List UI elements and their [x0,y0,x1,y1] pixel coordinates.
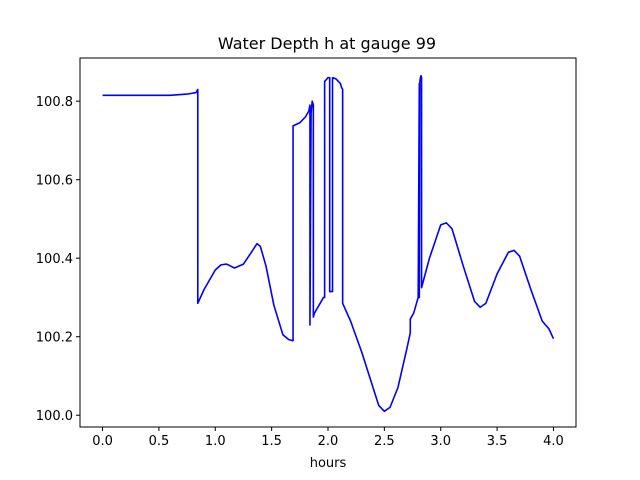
x-tick-label: 0.5 [149,434,170,449]
series-line-0 [102,74,555,413]
y-tick-label: 100.2 [36,331,73,346]
x-tick-label: 2.0 [318,434,339,449]
series-layer [102,74,555,413]
x-tick-label: 2.5 [374,434,395,449]
x-tick-label: 4.0 [543,434,564,449]
y-tick-label: 100.4 [36,252,73,267]
x-tick-label: 0.0 [92,434,113,449]
x-tick-label: 1.0 [205,434,226,449]
chart-title: Water Depth h at gauge 99 [218,34,436,53]
y-tick-label: 100.6 [36,174,73,189]
x-tick-label: 1.5 [261,434,282,449]
y-tick-label: 100.0 [36,409,73,424]
y-tick-label: 100.8 [36,95,73,110]
x-axis-label: hours [310,456,347,471]
x-tick-label: 3.0 [430,434,451,449]
x-tick-label: 3.5 [487,434,508,449]
y-axis: 100.0 100.2 100.4 100.6 100.8 [36,95,80,424]
x-axis: 0.0 0.5 1.0 1.5 2.0 2.5 3.0 3.5 4.0 [92,427,564,449]
